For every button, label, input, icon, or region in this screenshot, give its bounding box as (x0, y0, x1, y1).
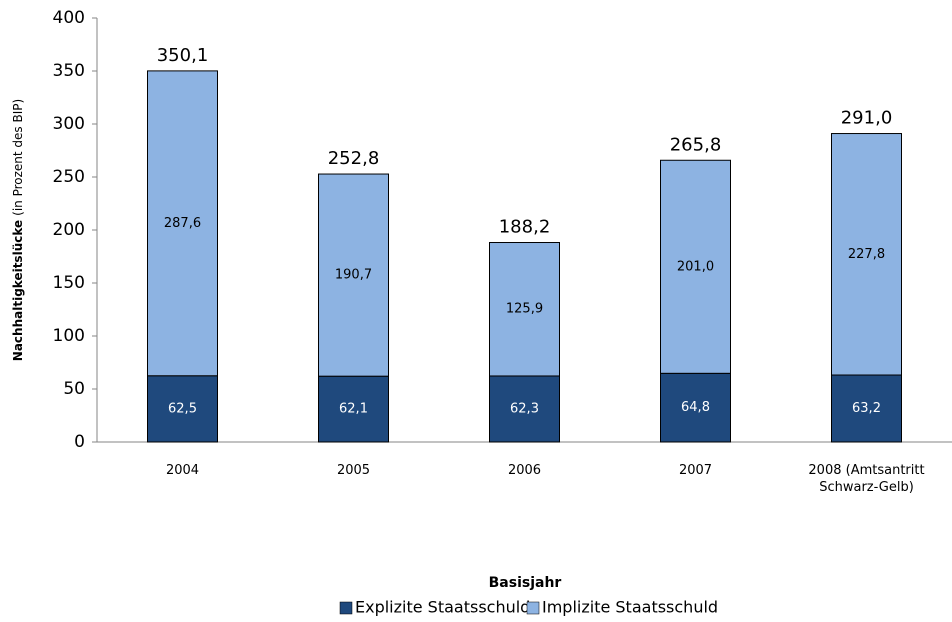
segment-label: 287,6 (164, 216, 201, 231)
segment-label: 190,7 (335, 268, 372, 283)
bar-segment (318, 375, 389, 443)
x-tick-label: 2008 (Amtsantritt Schwarz-Gelb) (808, 463, 925, 495)
segment-label: 64,8 (681, 400, 710, 415)
x-tick-label: 2005 (336, 463, 371, 478)
x-tick-label: 2004 (165, 463, 200, 478)
y-tick-label: 100 (53, 326, 85, 346)
segment-label: 125,9 (506, 302, 543, 317)
segment-label: 62,5 (168, 401, 197, 416)
y-tick-label: 50 (63, 379, 85, 399)
x-tick-label: 2006 (507, 463, 542, 478)
y-tick-label: 350 (53, 61, 85, 81)
x-axis-label: Basisjahr (489, 575, 562, 591)
legend-label: Explizite Staatsschuld (355, 598, 530, 617)
y-tick-label: 0 (74, 432, 85, 452)
bar-segment (831, 133, 902, 376)
legend-swatch (339, 601, 353, 615)
x-tick-label: 2007 (678, 463, 713, 478)
total-label: 291,0 (841, 108, 893, 129)
segment-label: 62,3 (510, 401, 539, 416)
legend-label: Implizite Staatsschuld (542, 598, 718, 617)
bar-segment (318, 173, 389, 377)
y-axis-label-note: (in Prozent des BIP) (11, 99, 25, 216)
y-tick-label: 150 (53, 273, 85, 293)
y-tick-label: 250 (53, 167, 85, 187)
y-tick-label: 200 (53, 220, 85, 240)
bar-segment (147, 375, 218, 443)
segment-label: 62,1 (339, 402, 368, 417)
segment-label: 227,8 (848, 247, 885, 262)
segment-label: 201,0 (677, 259, 714, 274)
y-tick-label: 300 (53, 114, 85, 134)
y-tick-label: 400 (53, 8, 85, 28)
bar-segment (489, 242, 560, 377)
bar-segment (660, 159, 731, 374)
y-axis-label: Nachhaltigkeitslücke (in Prozent des BIP) (11, 99, 25, 361)
segment-label: 63,2 (852, 401, 881, 416)
total-label: 265,8 (670, 134, 722, 155)
bar-segment (489, 375, 560, 443)
bar-segment (147, 70, 218, 377)
bar-segment (831, 374, 902, 443)
total-label: 188,2 (499, 217, 551, 238)
total-label: 252,8 (328, 148, 380, 169)
legend-swatch (526, 601, 540, 615)
y-axis-label-main: Nachhaltigkeitslücke (11, 220, 25, 361)
total-label: 350,1 (157, 45, 209, 66)
